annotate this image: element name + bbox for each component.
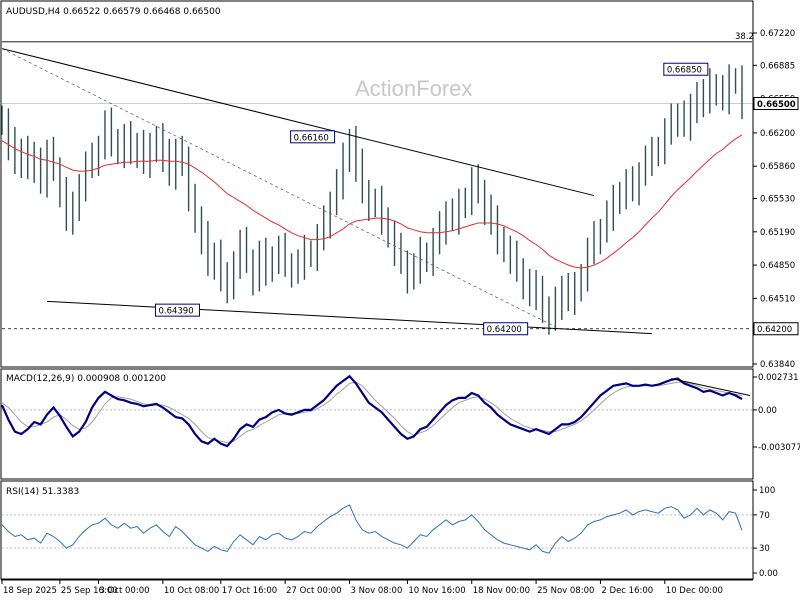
price-panel-frame bbox=[0, 0, 754, 368]
annotation-box bbox=[483, 322, 529, 336]
price-candles bbox=[1, 64, 743, 335]
rsi-tick-label: 70 bbox=[759, 511, 770, 521]
rsi-line bbox=[1, 504, 743, 554]
macd-tick-label: 0.00 bbox=[758, 406, 777, 416]
price-annotations: 0.66850 0.66160 0.64390 0.64200 bbox=[154, 62, 709, 336]
time-tick-label: 2 Dec 16:00 bbox=[601, 586, 653, 596]
rsi-panel-frame bbox=[0, 480, 754, 580]
rsi-tick-label: 100 bbox=[759, 486, 775, 496]
price-annotation: 0.64200 bbox=[483, 322, 529, 336]
macd-tick-label: 0.002731 bbox=[758, 373, 799, 383]
support-price-frame bbox=[753, 322, 799, 336]
lower-trendline bbox=[47, 300, 652, 335]
time-tick-label: 10 Oct 08:00 bbox=[164, 586, 219, 596]
time-tick-label: 10 Nov 16:00 bbox=[408, 586, 465, 596]
dashed-trendline bbox=[1, 48, 556, 328]
price-y-axis: 0.672200.668850.665500.662000.658600.655… bbox=[753, 29, 799, 370]
annotation-label: 0.64200 bbox=[487, 325, 522, 335]
price-annotation: 0.64390 bbox=[154, 303, 200, 317]
watermark: ActionForex bbox=[355, 76, 472, 101]
upper-trendline bbox=[1, 48, 595, 197]
price-tick-label: 0.63840 bbox=[760, 360, 795, 370]
rsi-tick-label: 30 bbox=[759, 544, 770, 554]
rsi-title: RSI(14) 51.3383 bbox=[6, 487, 79, 497]
price-tick-label: 0.66885 bbox=[760, 61, 795, 71]
rsi-panel: 100 70 30 0.00 RSI(14) 51.3383 bbox=[0, 480, 778, 580]
rsi-y-axis: 100 70 30 0.00 bbox=[2, 486, 778, 579]
macd-panel: 0.002731 0.00 -0.003077 MACD(12,26,9) 0.00… bbox=[0, 368, 800, 480]
annotation-box bbox=[154, 303, 200, 317]
annotation-label: 0.66850 bbox=[667, 66, 702, 76]
annotation-box bbox=[290, 130, 336, 144]
macd-trendline bbox=[671, 378, 751, 396]
time-tick-label: 10 Dec 00:00 bbox=[666, 586, 723, 596]
current-price-frame bbox=[753, 97, 799, 111]
current-price-label: 0.66500 bbox=[757, 100, 796, 110]
macd-tick-label: -0.003077 bbox=[758, 443, 800, 453]
price-tick-label: 0.65190 bbox=[760, 228, 795, 238]
time-tick-label: 18 Nov 00:00 bbox=[473, 586, 530, 596]
time-tick-label: 17 Oct 16:00 bbox=[222, 586, 277, 596]
price-tick-label: 0.67220 bbox=[760, 29, 795, 39]
price-tick-label: 0.65860 bbox=[760, 162, 795, 172]
price-tick-label: 0.66200 bbox=[760, 129, 795, 139]
price-annotation: 0.66850 bbox=[663, 62, 709, 76]
fib-label: 38.2 bbox=[735, 32, 754, 42]
price-tick-label: 0.64510 bbox=[760, 294, 795, 304]
rsi-tick-label: 0.00 bbox=[759, 569, 778, 579]
time-tick-label: 25 Sep 16:00 bbox=[61, 586, 118, 596]
price-lines: 38.2 bbox=[2, 32, 754, 330]
time-axis: 18 Sep 2025 25 Sep 16:003 Oct 00:00 10 Oct… bbox=[1, 579, 753, 596]
time-tick-label: 3 Nov 08:00 bbox=[350, 586, 402, 596]
annotation-label: 0.64390 bbox=[158, 307, 193, 317]
price-tick-label: 0.64850 bbox=[760, 261, 795, 271]
time-tick-label: 27 Oct 00:00 bbox=[286, 586, 341, 596]
price-panel: ActionForex 0.672200.668850.665500.66200… bbox=[0, 0, 799, 370]
time-tick-label: 25 Nov 08:00 bbox=[537, 586, 594, 596]
time-tick-label: 3 Oct 00:00 bbox=[100, 586, 150, 596]
macd-main-line bbox=[0, 374, 743, 448]
time-tick-label: 18 Sep 2025 bbox=[3, 586, 57, 596]
macd-y-axis: 0.002731 0.00 -0.003077 bbox=[2, 373, 800, 453]
support-price-label: 0.64200 bbox=[757, 325, 792, 335]
trendlines bbox=[1, 48, 652, 335]
annotation-box bbox=[663, 62, 709, 76]
macd-title: MACD(12,26,9) 0.000908 0.001200 bbox=[6, 374, 166, 384]
annotation-label: 0.66160 bbox=[294, 133, 329, 143]
macd-signal-line bbox=[1, 381, 743, 444]
moving-average-line bbox=[1, 134, 743, 269]
price-tick-label: 0.65530 bbox=[760, 195, 795, 205]
price-annotation: 0.66160 bbox=[290, 130, 336, 144]
support-price-box: 0.64200 bbox=[753, 322, 799, 336]
chart-header: AUDUSD,H4 0.66522 0.66579 0.66468 0.6650… bbox=[6, 7, 221, 17]
macd-panel-frame bbox=[0, 368, 754, 480]
current-price-box: 0.66500 bbox=[753, 97, 799, 111]
